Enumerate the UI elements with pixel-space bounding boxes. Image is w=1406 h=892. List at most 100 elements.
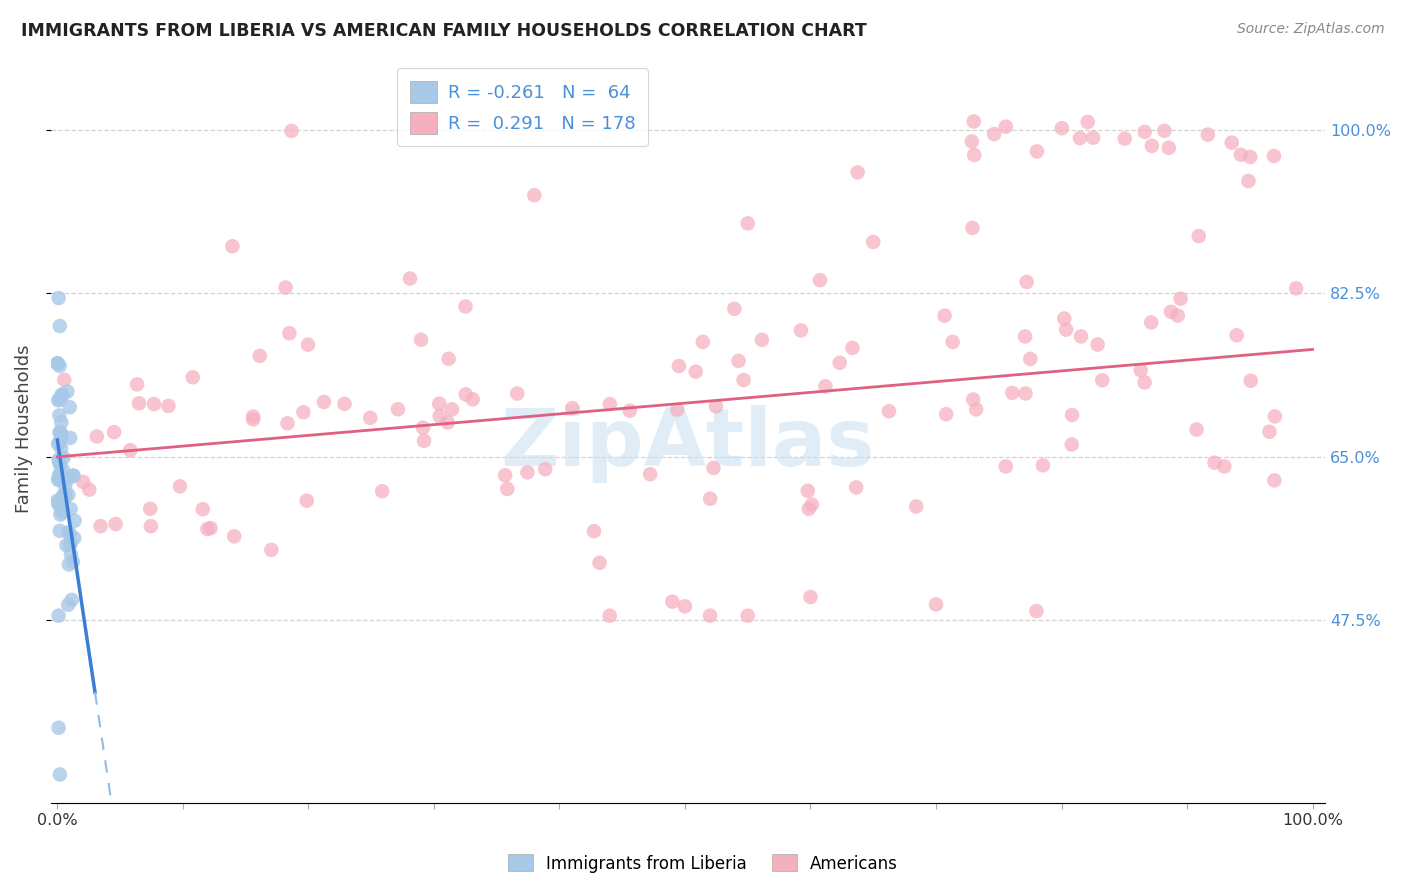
Point bbox=[399, 271, 422, 285]
Point bbox=[1050, 121, 1073, 136]
Point bbox=[59, 526, 82, 541]
Point bbox=[48, 467, 70, 482]
Point bbox=[221, 239, 243, 253]
Point bbox=[409, 333, 432, 347]
Point bbox=[668, 359, 690, 373]
Point bbox=[1240, 374, 1263, 388]
Point bbox=[49, 319, 72, 334]
Point bbox=[53, 479, 76, 493]
Point bbox=[699, 491, 721, 506]
Point bbox=[582, 524, 605, 539]
Point bbox=[1160, 305, 1182, 319]
Point bbox=[51, 389, 73, 403]
Point bbox=[1188, 229, 1211, 244]
Point bbox=[59, 538, 82, 552]
Point bbox=[1053, 311, 1076, 326]
Point bbox=[48, 721, 70, 735]
Point bbox=[1204, 456, 1226, 470]
Point bbox=[60, 593, 83, 607]
Point bbox=[51, 430, 73, 444]
Point bbox=[59, 431, 82, 445]
Point bbox=[1062, 408, 1084, 422]
Y-axis label: Family Households: Family Households bbox=[15, 344, 32, 513]
Point bbox=[48, 291, 70, 305]
Point bbox=[1263, 473, 1285, 487]
Point bbox=[962, 221, 984, 235]
Point bbox=[965, 402, 987, 417]
Point bbox=[797, 501, 820, 516]
Point bbox=[638, 467, 661, 482]
Point bbox=[333, 397, 356, 411]
Legend: R = -0.261   N =  64, R =  0.291   N = 178: R = -0.261 N = 64, R = 0.291 N = 178 bbox=[396, 68, 648, 146]
Point bbox=[963, 114, 986, 128]
Point bbox=[994, 120, 1017, 134]
Point bbox=[1060, 437, 1083, 451]
Point bbox=[845, 480, 868, 494]
Point bbox=[561, 401, 583, 416]
Point bbox=[797, 483, 820, 498]
Point bbox=[242, 412, 264, 426]
Point bbox=[49, 442, 72, 456]
Point bbox=[413, 434, 436, 448]
Point bbox=[120, 443, 142, 458]
Point bbox=[1133, 125, 1156, 139]
Text: IMMIGRANTS FROM LIBERIA VS AMERICAN FAMILY HOUSEHOLDS CORRELATION CHART: IMMIGRANTS FROM LIBERIA VS AMERICAN FAMI… bbox=[21, 22, 868, 40]
Point bbox=[48, 452, 70, 467]
Point bbox=[751, 333, 773, 347]
Point bbox=[1032, 458, 1054, 473]
Point bbox=[1157, 141, 1180, 155]
Point bbox=[1226, 328, 1249, 343]
Point bbox=[1015, 275, 1038, 289]
Point bbox=[51, 387, 73, 401]
Point bbox=[461, 392, 484, 407]
Point bbox=[56, 525, 79, 540]
Point bbox=[800, 498, 823, 512]
Point bbox=[51, 388, 73, 402]
Point bbox=[699, 608, 721, 623]
Point bbox=[46, 357, 69, 371]
Point bbox=[692, 334, 714, 349]
Point bbox=[1239, 150, 1261, 164]
Point bbox=[48, 608, 70, 623]
Point bbox=[454, 387, 477, 401]
Point bbox=[412, 420, 434, 434]
Point bbox=[737, 608, 759, 623]
Point bbox=[704, 400, 727, 414]
Point bbox=[1237, 174, 1260, 188]
Point bbox=[1069, 131, 1091, 145]
Point bbox=[143, 397, 166, 411]
Point bbox=[983, 127, 1005, 141]
Point bbox=[685, 365, 707, 379]
Point bbox=[1087, 337, 1109, 351]
Point bbox=[1014, 329, 1036, 343]
Point bbox=[48, 359, 70, 373]
Point bbox=[49, 508, 72, 522]
Point bbox=[181, 370, 204, 384]
Point bbox=[46, 496, 69, 510]
Point bbox=[46, 437, 69, 451]
Point bbox=[1070, 329, 1092, 343]
Point bbox=[962, 392, 984, 407]
Point bbox=[1153, 124, 1175, 138]
Point bbox=[494, 468, 516, 483]
Point bbox=[224, 529, 246, 543]
Point bbox=[429, 409, 451, 424]
Point bbox=[242, 409, 264, 424]
Point bbox=[371, 484, 394, 499]
Point bbox=[58, 472, 80, 486]
Point bbox=[727, 354, 749, 368]
Point bbox=[862, 235, 884, 249]
Point bbox=[1114, 131, 1136, 145]
Point bbox=[53, 373, 76, 387]
Point bbox=[292, 405, 315, 419]
Point bbox=[55, 490, 77, 504]
Point bbox=[1140, 315, 1163, 329]
Point bbox=[523, 188, 546, 202]
Point bbox=[46, 393, 69, 408]
Point bbox=[48, 471, 70, 485]
Point bbox=[440, 402, 463, 417]
Point bbox=[55, 538, 77, 552]
Point bbox=[1001, 385, 1024, 400]
Point bbox=[297, 337, 319, 351]
Point bbox=[48, 425, 70, 440]
